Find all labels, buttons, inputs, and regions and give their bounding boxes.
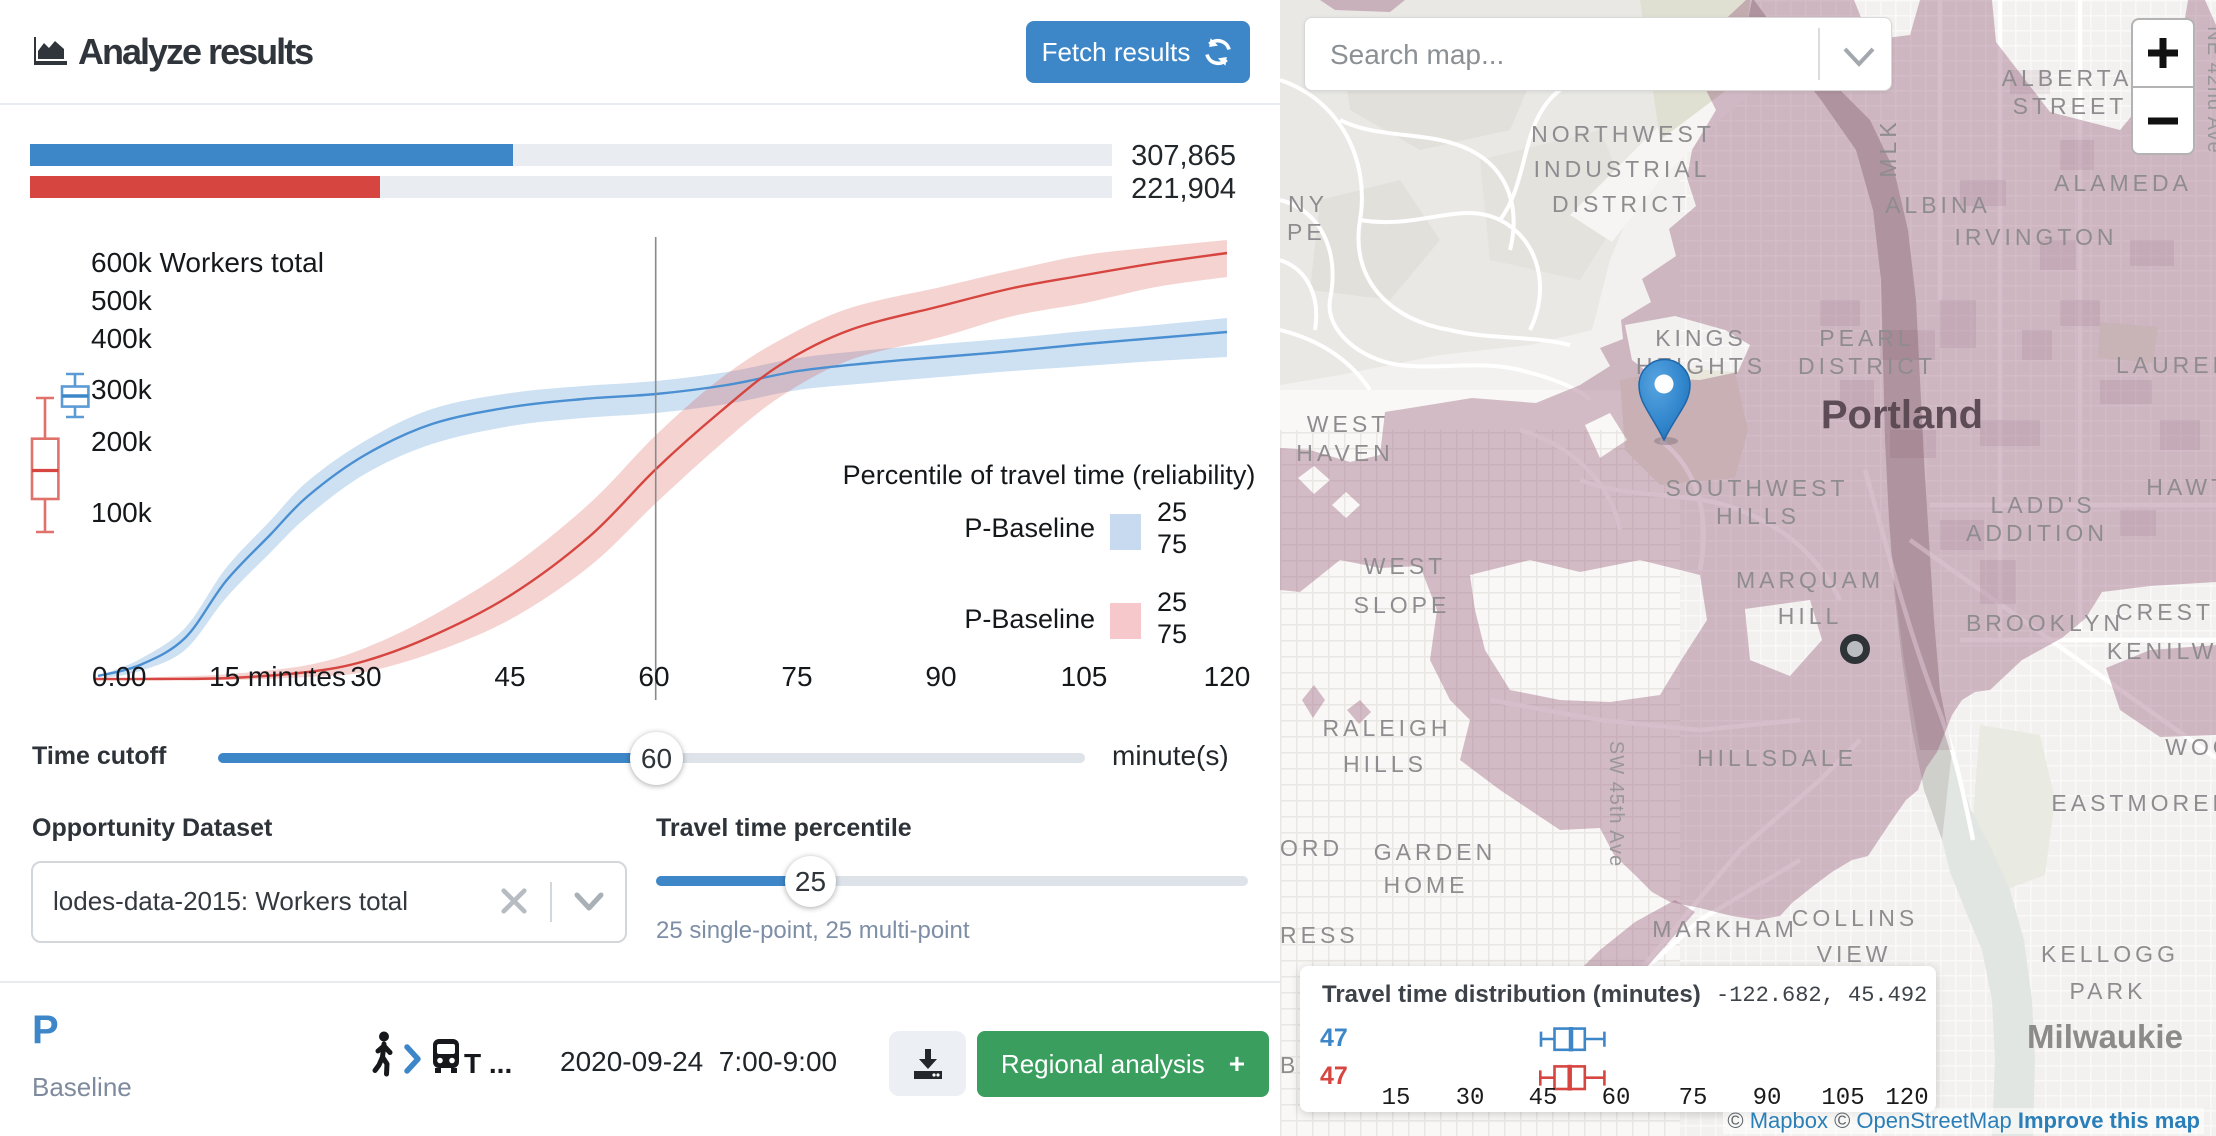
svg-text:HILLS: HILLS <box>1343 751 1427 777</box>
svg-text:SOUTHWEST: SOUTHWEST <box>1666 475 1849 501</box>
svg-text:30: 30 <box>350 661 381 692</box>
svg-text:EASTMORELA: EASTMORELA <box>2051 790 2216 816</box>
svg-text:HILLS: HILLS <box>1716 503 1800 529</box>
svg-text:Percentile of travel time (rel: Percentile of travel time (reliability) <box>843 460 1256 490</box>
svg-text:120: 120 <box>1204 661 1251 692</box>
svg-text:0.00: 0.00 <box>92 661 147 692</box>
svg-text:PEARL: PEARL <box>1819 325 1914 351</box>
svg-text:15 minutes: 15 minutes <box>209 661 346 692</box>
svg-text:90: 90 <box>925 661 956 692</box>
svg-text:500k: 500k <box>91 285 153 316</box>
svg-text:BROOKLYN: BROOKLYN <box>1966 610 2124 636</box>
svg-text:HILL: HILL <box>1778 603 1843 629</box>
svg-text:KELLOGG: KELLOGG <box>2041 941 2179 967</box>
svg-text:COLLINS: COLLINS <box>1792 905 1918 931</box>
svg-text:ALBINA: ALBINA <box>1885 192 1991 218</box>
svg-text:NY: NY <box>1288 191 1328 217</box>
svg-text:ADDITION: ADDITION <box>1966 520 2108 546</box>
svg-text:IRVINGTON: IRVINGTON <box>1955 224 2118 250</box>
svg-text:75: 75 <box>1157 529 1187 559</box>
svg-text:60: 60 <box>638 661 669 692</box>
svg-text:PARK: PARK <box>2070 978 2147 1004</box>
svg-text:HAWTH: HAWTH <box>2146 474 2216 500</box>
svg-text:INDUSTRIAL: INDUSTRIAL <box>1534 156 1711 182</box>
svg-text:HILLSDALE: HILLSDALE <box>1697 745 1857 771</box>
svg-text:GARDEN: GARDEN <box>1374 839 1496 865</box>
svg-text:PE: PE <box>1287 219 1326 245</box>
svg-text:25: 25 <box>1157 587 1187 617</box>
svg-text:105: 105 <box>1061 661 1108 692</box>
svg-text:75: 75 <box>1157 619 1187 649</box>
svg-text:SLOPE: SLOPE <box>1354 592 1451 618</box>
svg-text:200k: 200k <box>91 426 153 457</box>
svg-text:WEST: WEST <box>1307 411 1389 437</box>
svg-text:Milwaukie: Milwaukie <box>2027 1018 2183 1055</box>
svg-text:DISTRICT: DISTRICT <box>1798 353 1936 379</box>
svg-text:ORD: ORD <box>1280 835 1343 861</box>
svg-text:45: 45 <box>494 661 525 692</box>
svg-text:LADD'S: LADD'S <box>1990 492 2095 518</box>
svg-text:100k: 100k <box>91 497 153 528</box>
svg-text:WEST: WEST <box>1364 553 1446 579</box>
svg-text:RESS: RESS <box>1280 922 1359 948</box>
svg-text:75: 75 <box>781 661 812 692</box>
svg-text:ALAMEDA: ALAMEDA <box>2054 170 2192 196</box>
svg-text:MARKHAM: MARKHAM <box>1652 916 1798 942</box>
svg-text:HOME: HOME <box>1384 872 1469 898</box>
svg-text:P-Baseline: P-Baseline <box>964 513 1095 543</box>
svg-text:600k Workers total: 600k Workers total <box>91 247 324 278</box>
svg-text:300k: 300k <box>91 374 153 405</box>
svg-text:KINGS: KINGS <box>1655 325 1747 351</box>
svg-text:KENILWO: KENILWO <box>2107 638 2216 664</box>
svg-text:LAURELH: LAURELH <box>2116 352 2216 378</box>
svg-text:CREST: CREST <box>2116 599 2214 625</box>
svg-text:400k: 400k <box>91 323 153 354</box>
svg-text:ALBERTA: ALBERTA <box>2002 65 2133 91</box>
svg-text:NORTHWEST: NORTHWEST <box>1531 121 1715 147</box>
svg-text:MARQUAM: MARQUAM <box>1736 567 1884 593</box>
svg-text:HAVEN: HAVEN <box>1296 440 1394 466</box>
svg-text:SW 45th Ave: SW 45th Ave <box>1605 741 1627 867</box>
svg-text:Portland: Portland <box>1821 393 1983 437</box>
svg-text:WOO: WOO <box>2165 734 2216 760</box>
svg-text:MLK: MLK <box>1875 118 1901 177</box>
svg-text:STREET: STREET <box>2013 93 2128 119</box>
svg-text:25: 25 <box>1157 497 1187 527</box>
svg-text:VIEW: VIEW <box>1817 941 1892 967</box>
svg-text:P-Baseline: P-Baseline <box>964 604 1095 634</box>
svg-text:DISTRICT: DISTRICT <box>1552 191 1690 217</box>
svg-text:RALEIGH: RALEIGH <box>1323 715 1452 741</box>
svg-text:NE 42nd Ave: NE 42nd Ave <box>2203 26 2216 153</box>
